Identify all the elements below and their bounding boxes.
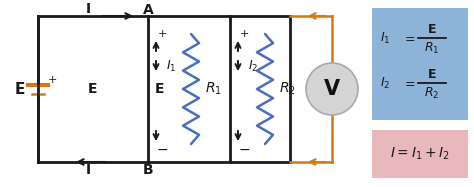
Text: $I_2$: $I_2$: [380, 75, 390, 91]
Text: $R_1$: $R_1$: [424, 40, 440, 56]
Text: E: E: [428, 22, 436, 36]
Text: E: E: [155, 82, 165, 96]
Text: B: B: [143, 163, 153, 177]
Text: $R_2$: $R_2$: [424, 85, 440, 101]
Text: −: −: [156, 143, 168, 157]
Text: $I_1$: $I_1$: [166, 59, 176, 73]
Text: E: E: [15, 82, 25, 96]
Text: +: +: [239, 29, 249, 39]
Text: $I_2$: $I_2$: [248, 59, 258, 73]
Text: $R_1$: $R_1$: [205, 81, 222, 97]
FancyBboxPatch shape: [372, 130, 468, 178]
Text: I: I: [85, 2, 91, 16]
Text: $I=I_1+I_2$: $I=I_1+I_2$: [390, 146, 450, 162]
Circle shape: [306, 63, 358, 115]
Text: $=$: $=$: [402, 76, 416, 90]
Text: $I_1$: $I_1$: [380, 30, 391, 46]
Text: +: +: [47, 75, 57, 85]
Text: $R_2$: $R_2$: [279, 81, 296, 97]
Text: E: E: [88, 82, 98, 96]
Text: A: A: [143, 3, 154, 17]
FancyBboxPatch shape: [372, 8, 468, 120]
Text: +: +: [157, 29, 167, 39]
Text: I: I: [85, 163, 91, 177]
Text: −: −: [238, 143, 250, 157]
Text: $=$: $=$: [402, 31, 416, 45]
Text: V: V: [324, 79, 340, 99]
Text: E: E: [428, 68, 436, 80]
